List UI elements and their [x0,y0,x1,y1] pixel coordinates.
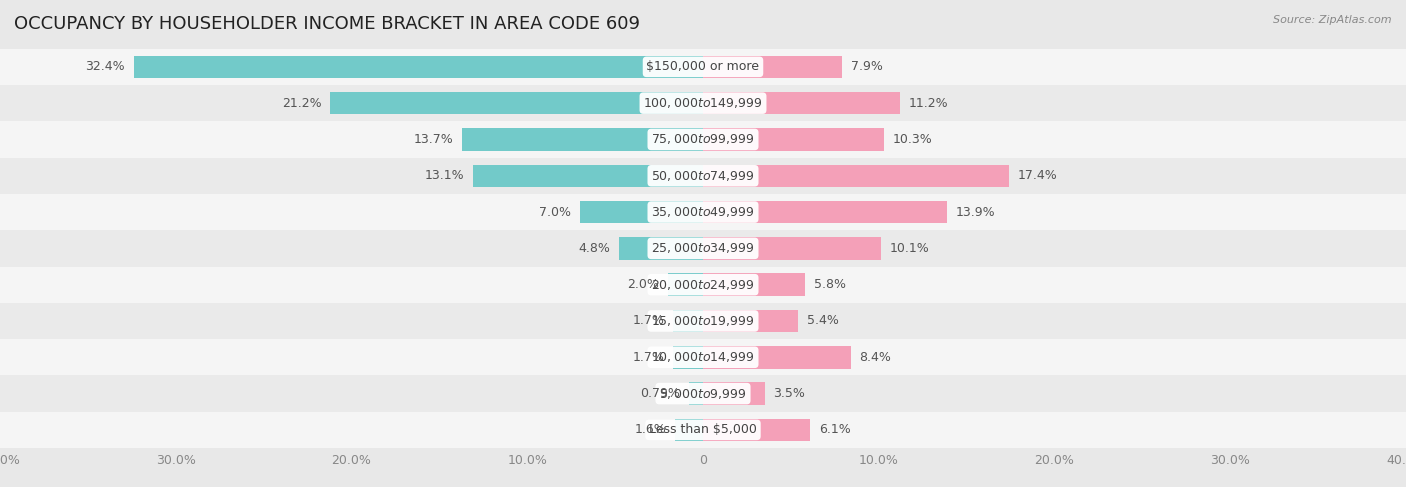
Text: $150,000 or more: $150,000 or more [647,60,759,74]
Bar [703,273,804,296]
Bar [0,158,1406,194]
Text: $100,000 to $149,999: $100,000 to $149,999 [644,96,762,110]
Bar [673,346,703,369]
Text: 13.9%: 13.9% [956,206,995,219]
Text: 0.79%: 0.79% [641,387,681,400]
Bar [703,56,842,78]
Text: 1.7%: 1.7% [633,351,665,364]
Bar [463,128,703,150]
Text: $15,000 to $19,999: $15,000 to $19,999 [651,314,755,328]
Bar [0,266,1406,303]
Bar [472,165,703,187]
Bar [0,375,1406,412]
Bar [673,310,703,332]
Text: Less than $5,000: Less than $5,000 [650,423,756,436]
Text: 10.3%: 10.3% [893,133,932,146]
Bar [703,346,851,369]
Text: 1.7%: 1.7% [633,315,665,327]
Text: 6.1%: 6.1% [818,423,851,436]
Bar [0,49,1406,85]
Text: 10.1%: 10.1% [889,242,929,255]
Text: $10,000 to $14,999: $10,000 to $14,999 [651,350,755,364]
Bar [703,201,948,224]
Text: Source: ZipAtlas.com: Source: ZipAtlas.com [1274,15,1392,25]
Bar [703,237,880,260]
Text: $5,000 to $9,999: $5,000 to $9,999 [659,387,747,401]
Text: OCCUPANCY BY HOUSEHOLDER INCOME BRACKET IN AREA CODE 609: OCCUPANCY BY HOUSEHOLDER INCOME BRACKET … [14,15,640,33]
Legend: Owner-occupied, Renter-occupied: Owner-occupied, Renter-occupied [571,483,835,487]
Bar [703,165,1010,187]
Bar [330,92,703,114]
Text: 8.4%: 8.4% [859,351,891,364]
Text: 7.9%: 7.9% [851,60,883,74]
Bar [0,230,1406,266]
Text: 13.1%: 13.1% [425,169,464,182]
Bar [703,382,765,405]
Text: 2.0%: 2.0% [627,278,659,291]
Bar [0,339,1406,375]
Text: 4.8%: 4.8% [578,242,610,255]
Bar [668,273,703,296]
Bar [703,92,900,114]
Text: 13.7%: 13.7% [413,133,454,146]
Bar [703,310,799,332]
Bar [619,237,703,260]
Text: 7.0%: 7.0% [538,206,571,219]
Text: $75,000 to $99,999: $75,000 to $99,999 [651,132,755,147]
Bar [703,128,884,150]
Text: 21.2%: 21.2% [283,96,322,110]
Bar [0,412,1406,448]
Bar [0,303,1406,339]
Text: $50,000 to $74,999: $50,000 to $74,999 [651,169,755,183]
Bar [675,419,703,441]
Bar [689,382,703,405]
Text: 1.6%: 1.6% [634,423,666,436]
Text: 11.2%: 11.2% [908,96,948,110]
Text: $25,000 to $34,999: $25,000 to $34,999 [651,242,755,255]
Text: 5.4%: 5.4% [807,315,838,327]
Bar [581,201,703,224]
Text: 5.8%: 5.8% [814,278,846,291]
Text: $20,000 to $24,999: $20,000 to $24,999 [651,278,755,292]
Bar [134,56,703,78]
Bar [0,85,1406,121]
Bar [0,194,1406,230]
Text: $35,000 to $49,999: $35,000 to $49,999 [651,205,755,219]
Bar [703,419,810,441]
Text: 32.4%: 32.4% [86,60,125,74]
Text: 3.5%: 3.5% [773,387,806,400]
Text: 17.4%: 17.4% [1018,169,1057,182]
Bar [0,121,1406,158]
